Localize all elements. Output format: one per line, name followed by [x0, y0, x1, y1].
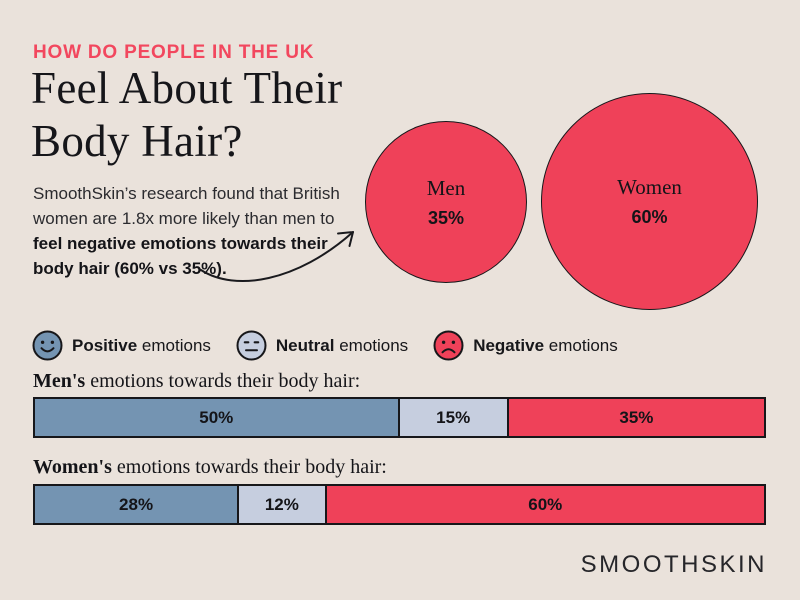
bubble-men: Men 35% — [365, 121, 527, 283]
legend-label-negative-word: Negative — [473, 335, 545, 355]
women-stacked-bar: 28% 12% 60% — [33, 484, 766, 525]
women-bar-segment-neutral: 12% — [239, 486, 327, 523]
legend-label-positive-rest: emotions — [137, 335, 211, 355]
legend-label-neutral-word: Neutral — [275, 335, 335, 355]
legend-label-negative-rest: emotions — [544, 335, 618, 355]
women-bar-segment-positive: 28% — [35, 486, 240, 523]
bubble-women-label: Women — [617, 175, 682, 199]
intro-line-1: SmoothSkin’s research found that British — [33, 184, 340, 203]
intro-paragraph: SmoothSkin’s research found that British… — [33, 181, 393, 281]
bubble-men-label: Men — [426, 175, 466, 200]
women-bar-title-rest: emotions towards their body hair: — [111, 456, 387, 478]
emotion-legend: Positive emotions Neutral emotions Negat… — [32, 330, 618, 361]
men-bar-segment-positive: 50% — [35, 399, 400, 436]
women-bar-segment-negative: 60% — [326, 486, 764, 523]
men-stacked-bar: 50% 15% 35% — [33, 397, 766, 438]
curved-arrow-icon — [200, 231, 354, 282]
eyebrow-heading: HOW DO PEOPLE IN THE UK — [33, 42, 315, 63]
page-title-line2: Body Hair? — [31, 116, 243, 166]
sad-face-icon — [433, 330, 464, 361]
women-bar-title-bold: Women's — [33, 456, 112, 478]
page-title: Feel About Their Body Hair? — [31, 62, 342, 168]
intro-line-4-bold: body hair (60% vs 35%). — [33, 259, 227, 278]
legend-label-negative: Negative emotions — [473, 336, 618, 356]
intro-line-2: women are 1.8x more likely than men to — [33, 209, 335, 228]
legend-label-neutral: Neutral emotions — [276, 336, 408, 356]
legend-item-neutral: Neutral emotions — [236, 330, 408, 361]
bubble-men-value: 35% — [427, 207, 465, 228]
men-bar-title-bold: Men's — [33, 370, 86, 392]
men-bar-title: Men's emotions towards their body hair: — [33, 370, 360, 393]
legend-label-positive-word: Positive — [72, 335, 138, 355]
women-bar-title: Women's emotions towards their body hair… — [33, 456, 387, 479]
page-title-line1: Feel About Their — [31, 63, 343, 113]
bubble-women-value: 60% — [631, 207, 668, 227]
brand-logo: SMOOTHSKIN — [580, 551, 767, 578]
legend-item-negative: Negative emotions — [433, 330, 618, 361]
happy-face-icon — [32, 330, 63, 361]
neutral-face-icon — [236, 330, 267, 361]
legend-label-positive: Positive emotions — [72, 336, 211, 356]
men-bar-title-rest: emotions towards their body hair: — [85, 370, 361, 392]
men-bar-segment-neutral: 15% — [399, 399, 509, 436]
legend-item-positive: Positive emotions — [32, 330, 211, 361]
intro-line-3-bold: feel negative emotions towards their — [33, 234, 328, 253]
bubble-women: Women 60% — [541, 93, 758, 310]
men-bar-segment-negative: 35% — [508, 399, 764, 436]
legend-label-neutral-rest: emotions — [334, 335, 409, 355]
